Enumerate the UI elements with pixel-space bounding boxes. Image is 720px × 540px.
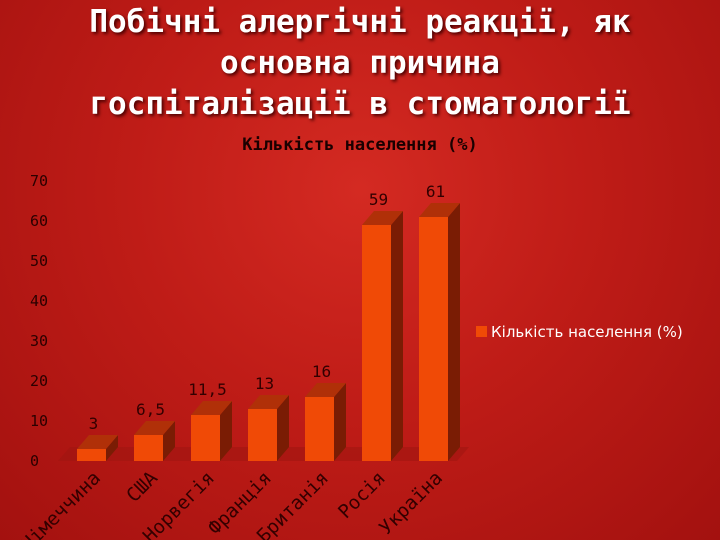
legend: Кількість населення (%) (476, 323, 683, 341)
bar-top (77, 435, 118, 449)
data-label: 59 (369, 190, 388, 209)
data-label: 11,5 (188, 380, 227, 399)
bar-top (248, 395, 289, 409)
bar (305, 383, 346, 461)
y-tick-label: 50 (30, 252, 48, 270)
y-tick-label: 30 (30, 332, 48, 350)
data-label: 6,5 (136, 400, 165, 419)
plot-area: 0102030405060703Німеччина6,5США11,5Норве… (17, 172, 469, 540)
bar-top (305, 383, 346, 397)
chart-title: Кількість населення (%) (242, 135, 477, 155)
category-label: Росія (334, 467, 390, 523)
bar-front (134, 435, 163, 461)
bar-side (391, 211, 403, 461)
bar (419, 203, 460, 461)
bar-front (191, 415, 220, 461)
bar-side (220, 401, 232, 461)
y-tick-label: 20 (30, 372, 48, 390)
bar-top (419, 203, 460, 217)
bar-side (163, 421, 175, 461)
bar-side (106, 435, 118, 461)
legend-label: Кількість населення (%) (491, 323, 683, 341)
y-tick-label: 40 (30, 292, 48, 310)
bar-top (191, 401, 232, 415)
data-label: 16 (312, 362, 331, 381)
bar (248, 395, 289, 461)
bar-front (305, 397, 334, 461)
bar-front (419, 217, 448, 461)
bar (191, 401, 232, 461)
bar-front (248, 409, 277, 461)
category-label: Німеччина (17, 467, 105, 540)
bar-side (334, 383, 346, 461)
data-label: 61 (426, 182, 445, 201)
legend-swatch (476, 326, 487, 337)
slide-title-line-3: госпіталізації в стоматології (89, 86, 631, 122)
y-tick-label: 10 (30, 412, 48, 430)
bar-top (134, 421, 175, 435)
y-tick-label: 0 (30, 452, 39, 470)
slide-title: Побічні алергічні реакції, як основна пр… (20, 2, 700, 125)
category-label: Україна (375, 467, 447, 539)
data-label: 13 (255, 374, 274, 393)
category-label: США (122, 467, 162, 507)
bar-front (77, 449, 106, 461)
slide-title-line-1: Побічні алергічні реакції, як (89, 4, 631, 40)
bar (134, 421, 175, 461)
bar-side (277, 395, 289, 461)
bar-side (448, 203, 460, 461)
bar (362, 211, 403, 461)
bar (77, 435, 118, 461)
data-label: 3 (89, 414, 99, 433)
y-tick-label: 60 (30, 212, 48, 230)
bar-top (362, 211, 403, 225)
y-tick-label: 70 (30, 172, 48, 190)
bar-front (362, 225, 391, 461)
slide-title-line-2: основна причина (220, 45, 500, 81)
